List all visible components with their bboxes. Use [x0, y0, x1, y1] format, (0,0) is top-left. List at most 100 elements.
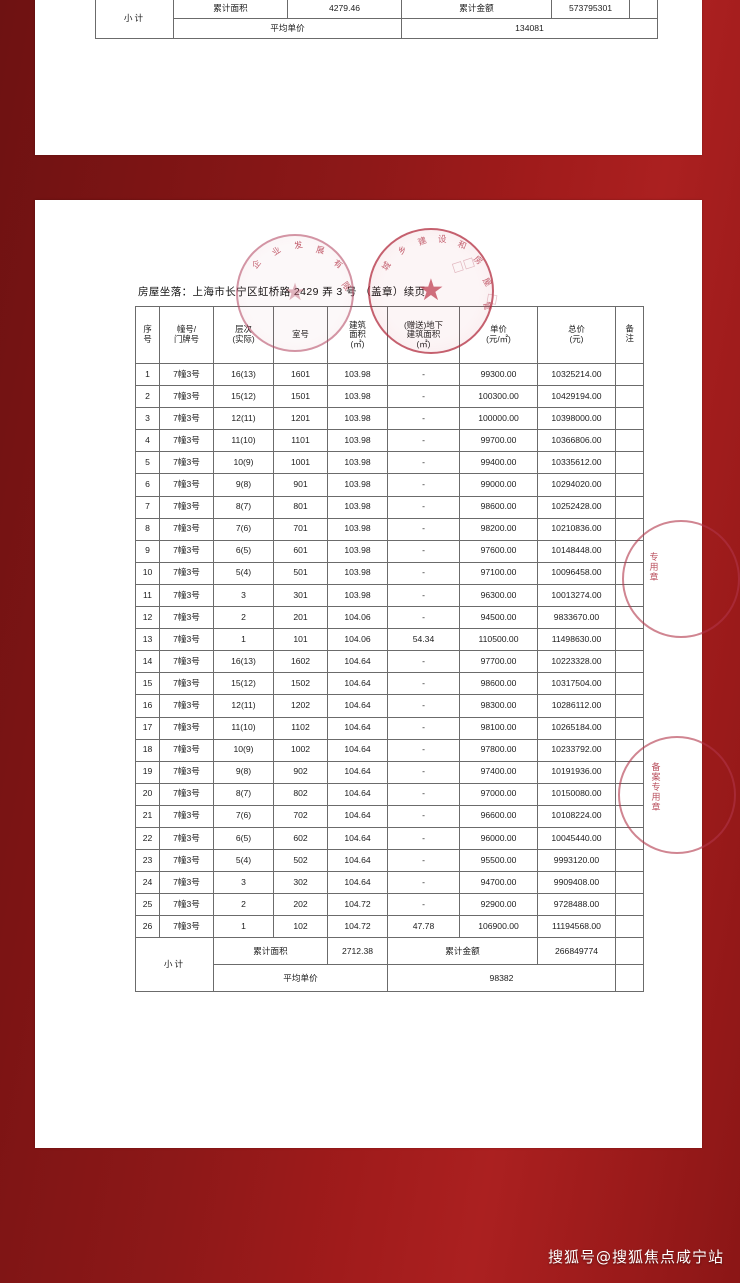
cell-unit-price: 97700.00 [459, 650, 538, 674]
cell-building: 7幢3号 [159, 672, 214, 696]
cell-floor: 3 [213, 583, 274, 608]
cell-area: 104.64 [327, 738, 388, 762]
price-list-table: 序 号 幢号/ 门牌号 层次 (实际) 室号 [135, 306, 644, 993]
cell-basement: 47.78 [387, 915, 460, 939]
cell-unit-price: 96000.00 [459, 826, 538, 851]
table-row: 7 7幢3号 8(7) 801 103.98-98600.00 10252428.00 [135, 495, 644, 519]
table-row: 8 7幢3号 7(6) 701 103.98-98200.00 10210836.00 [135, 517, 644, 541]
watermark-label: 搜狐号@搜狐焦点咸宁站 [547, 1248, 724, 1266]
cell-unit-price: 96600.00 [459, 804, 538, 828]
cell-building: 7幢3号 [159, 716, 214, 740]
summary-avg-value: 98382 [387, 964, 616, 993]
table-row: 6 7幢3号 9(8) 901 103.98-99000.00 10294020.00 [135, 473, 644, 497]
cell-room: 901 [273, 473, 328, 497]
cell-floor: 2 [213, 606, 274, 630]
cell-building: 7幢3号 [159, 871, 214, 895]
cell-building: 7幢3号 [159, 451, 214, 475]
cell-total: 10096458.00 [537, 561, 616, 585]
cell-index: 7 [135, 495, 160, 519]
cell-basement: - [387, 804, 460, 828]
cell-note [615, 694, 644, 718]
cell-building: 7幢3号 [159, 915, 214, 939]
table-row: 21 7幢3号 7(6) 702 104.64-96600.00 10108224.00 [135, 804, 644, 828]
cell-room: 301 [273, 583, 328, 608]
summary-avg-label: 平均单价 [173, 18, 402, 39]
cell-total: 9993120.00 [537, 849, 616, 873]
cell-floor: 11(10) [213, 429, 274, 453]
cell-room: 801 [273, 495, 328, 519]
header-building-line2: 门牌号 [173, 334, 200, 344]
cell-basement: - [387, 473, 460, 497]
cell-room: 202 [273, 893, 328, 917]
header-total-line2: (元) [569, 334, 584, 344]
cell-area: 104.72 [327, 893, 388, 917]
cell-total: 9728488.00 [537, 893, 616, 917]
cell-unit-price: 97600.00 [459, 539, 538, 563]
cell-basement: - [387, 672, 460, 696]
cell-note [615, 385, 644, 409]
edge-seal-upper-text: 专用章 [648, 552, 659, 582]
cell-index: 10 [135, 561, 160, 585]
cell-total: 10045440.00 [537, 826, 616, 851]
cell-note [615, 826, 644, 851]
cell-note [615, 716, 644, 740]
cell-index: 2 [135, 385, 160, 409]
cell-basement: - [387, 451, 460, 475]
table-row: 22 7幢3号 6(5) 602 104.64-96000.00 10045440.00 [135, 826, 644, 851]
cell-index: 24 [135, 871, 160, 895]
cell-room: 1001 [273, 451, 328, 475]
cell-unit-price: 95500.00 [459, 849, 538, 873]
cell-note [615, 539, 644, 563]
cell-floor: 3 [213, 871, 274, 895]
cell-total: 10191936.00 [537, 760, 616, 784]
cell-area: 104.72 [327, 915, 388, 939]
cell-index: 12 [135, 606, 160, 630]
table-row: 13 7幢3号 1 101 104.06 54.34 110500.00 11498630.0… [135, 628, 644, 652]
cell-building: 7幢3号 [159, 628, 214, 652]
cell-total: 10108224.00 [537, 804, 616, 828]
cell-floor: 7(6) [213, 804, 274, 828]
cell-room: 1201 [273, 407, 328, 431]
cell-note [615, 804, 644, 828]
table-row: 12 7幢3号 2 201 104.06-94500.00 9833670.00 [135, 606, 644, 630]
cell-building: 7幢3号 [159, 893, 214, 917]
header-note-label: 备注 [624, 324, 635, 344]
cell-basement: - [387, 362, 460, 387]
cell-index: 9 [135, 539, 160, 563]
cell-total: 10398000.00 [537, 407, 616, 431]
cell-area: 103.98 [327, 429, 388, 453]
cell-unit-price: 98200.00 [459, 517, 538, 541]
cell-floor: 16(13) [213, 362, 274, 387]
table-row: 26 7幢3号 1 102 104.72 47.78 106900.00 11194568.0… [135, 915, 644, 939]
cell-index: 26 [135, 915, 160, 939]
cell-room: 102 [273, 915, 328, 939]
cell-area: 103.98 [327, 362, 388, 387]
cell-area: 104.64 [327, 694, 388, 718]
cell-building: 7幢3号 [159, 561, 214, 585]
cell-area: 104.64 [327, 760, 388, 784]
cell-unit-price: 94500.00 [459, 606, 538, 630]
cell-total: 10210836.00 [537, 517, 616, 541]
table-row: 4 7幢3号 11(10) 1101 103.98-99700.00 10366806.0… [135, 429, 644, 453]
table-row: 23 7幢3号 5(4) 502 104.64-95500.00 9993120.00 [135, 849, 644, 873]
cell-index: 6 [135, 473, 160, 497]
cell-floor: 5(4) [213, 849, 274, 873]
table-row: 2 7幢3号 15(12) 1501 103.98-100300.00 10429194.… [135, 385, 644, 409]
cell-area: 104.64 [327, 871, 388, 895]
cell-area: 104.64 [327, 672, 388, 696]
cell-basement: - [387, 517, 460, 541]
summary-row-average: 平均单价 98382 [136, 964, 644, 993]
cell-area: 104.64 [327, 826, 388, 851]
table-row: 25 7幢3号 2 202 104.72-92900.00 9728488.00 [135, 893, 644, 917]
cell-total: 10148448.00 [537, 539, 616, 563]
table-row: 10 7幢3号 5(4) 501 103.98-97100.00 10096458.00 [135, 561, 644, 585]
cell-note [615, 915, 644, 939]
cell-room: 101 [273, 628, 328, 652]
cell-index: 17 [135, 716, 160, 740]
cell-unit-price: 92900.00 [459, 893, 538, 917]
cell-total: 10286112.00 [537, 694, 616, 718]
header-index: 序 号 [135, 306, 160, 364]
cell-room: 701 [273, 517, 328, 541]
cell-total: 11194568.00 [537, 915, 616, 939]
cell-index: 8 [135, 517, 160, 541]
